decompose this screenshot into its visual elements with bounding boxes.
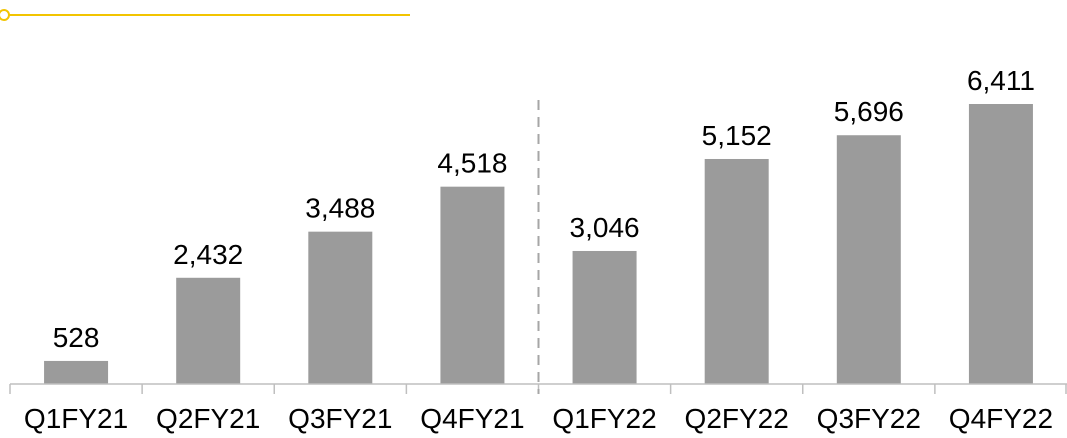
bar-q1fy21	[44, 360, 109, 384]
value-label-q2fy21: 2,432	[173, 239, 243, 270]
category-label-q3fy22: Q3FY22	[817, 403, 921, 434]
category-label-q1fy21: Q1FY21	[24, 403, 128, 434]
category-label-q1fy22: Q1FY22	[552, 403, 656, 434]
accent-line-marker	[0, 9, 10, 21]
category-label-q2fy22: Q2FY22	[685, 403, 789, 434]
value-label-q4fy21: 4,518	[437, 148, 507, 179]
category-label-q4fy21: Q4FY21	[420, 403, 524, 434]
bar-q3fy22	[836, 135, 901, 384]
category-label-q4fy22: Q4FY22	[949, 403, 1053, 434]
value-label-q2fy22: 5,152	[702, 120, 772, 151]
bar-q4fy22	[968, 104, 1033, 384]
bar-q1fy22	[572, 250, 637, 384]
bar-q4fy21	[440, 186, 505, 384]
value-label-q3fy22: 5,696	[834, 96, 904, 127]
bar-q2fy21	[176, 277, 241, 384]
value-label-q1fy21: 528	[53, 322, 100, 353]
bar-q2fy22	[704, 158, 769, 384]
bar-q3fy21	[308, 231, 373, 384]
value-label-q4fy22: 6,411	[967, 65, 1035, 96]
value-label-q1fy22: 3,046	[570, 212, 640, 243]
category-label-q2fy21: Q2FY21	[156, 403, 260, 434]
category-label-q3fy21: Q3FY21	[288, 403, 392, 434]
value-label-q3fy21: 3,488	[305, 193, 375, 224]
